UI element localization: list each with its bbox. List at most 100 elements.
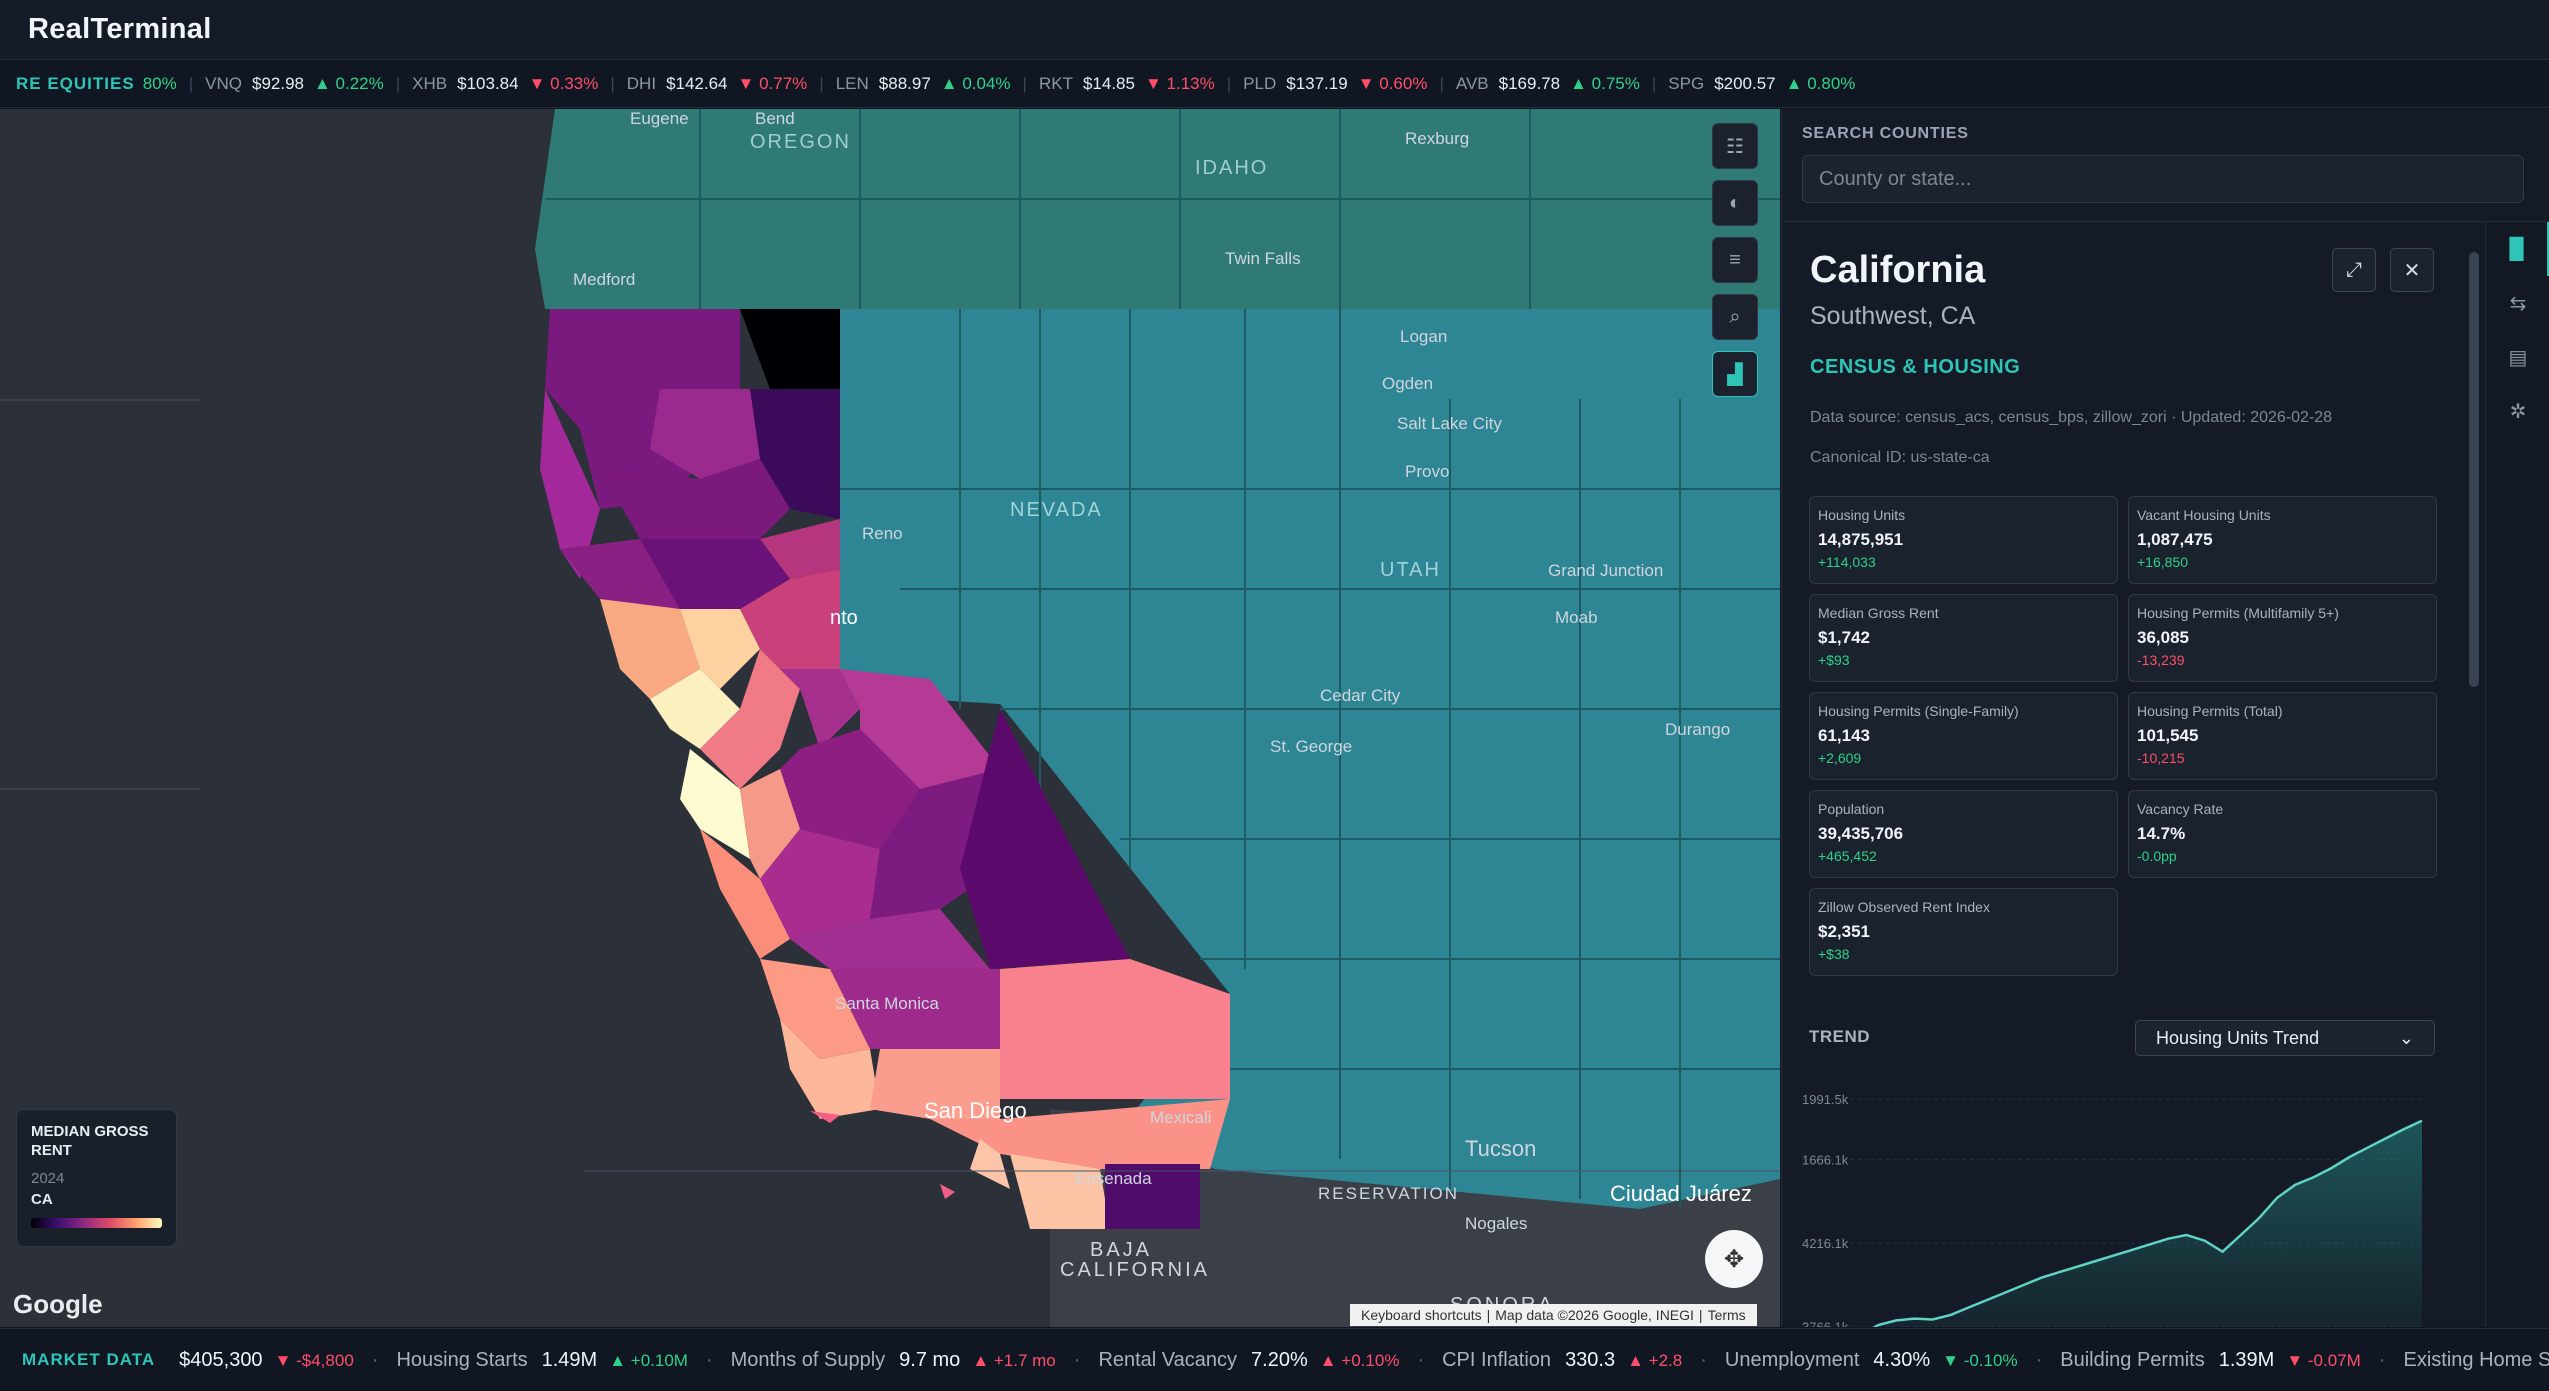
metric-value: 1,087,475	[2137, 530, 2213, 549]
section-title: CENSUS & HOUSING	[1810, 356, 2021, 378]
market-item[interactable]: Existing Home Sales4	[2403, 1349, 2549, 1372]
market-value: $405,300	[179, 1348, 263, 1371]
canonical-id: Canonical ID: us-state-ca	[1810, 449, 1990, 466]
metric-card[interactable]: Vacancy Rate 14.7% -0.0pp	[2128, 790, 2437, 878]
ticker-item[interactable]: SPG $200.57 ▲ 0.80%	[1668, 74, 1855, 93]
market-name: Months of Supply	[730, 1348, 886, 1371]
label-logan: Logan	[1400, 327, 1448, 346]
label-oregon: OREGON	[750, 131, 851, 153]
label-tucson: Tucson	[1465, 1136, 1537, 1161]
ticker-separator: |	[1022, 74, 1027, 93]
scrollbar-thumb[interactable]	[2469, 252, 2479, 687]
flame-icon[interactable]: ◐	[1712, 180, 1758, 226]
map-toolbar: ☷ ◐ ≡ ⌕ ▟	[1712, 123, 1758, 397]
market-item[interactable]: Housing Starts 1.49M ▲ +0.10M	[396, 1349, 688, 1372]
market-change: ▼ -0.07M	[2286, 1350, 2361, 1370]
ticker-change: ▲ 0.22%	[313, 74, 384, 93]
ticker-change: ▲ 0.04%	[940, 74, 1011, 93]
map-data-text: Map data ©2026 Google, INEGI	[1495, 1307, 1694, 1323]
market-item[interactable]: Rental Vacancy 7.20% ▲ +0.10%	[1098, 1349, 1399, 1372]
trend-select-value: Housing Units Trend	[2156, 1027, 2320, 1048]
metric-card[interactable]: Housing Permits (Multifamily 5+) 36,085 -1…	[2128, 594, 2437, 682]
ticker-change: ▼ 1.13%	[1144, 74, 1215, 93]
map-view[interactable]: Eugene Bend OREGON Medford IDAHO Rexburg…	[0, 109, 1780, 1327]
panel-scrollbar[interactable]	[2465, 222, 2483, 1327]
top-bar: RealTerminal	[0, 0, 2549, 60]
ticker-change: ▼ 0.60%	[1357, 74, 1428, 93]
metric-value: 101,545	[2137, 726, 2199, 745]
market-name: CPI Inflation	[1442, 1348, 1552, 1371]
metric-delta: -10,215	[2137, 750, 2185, 766]
search-input[interactable]	[1802, 155, 2524, 203]
metric-card[interactable]: Housing Units 14,875,951 +114,033	[1809, 496, 2118, 584]
market-name: Unemployment	[1724, 1348, 1860, 1371]
market-item[interactable]: Months of Supply 9.7 mo ▲ +1.7 mo	[731, 1349, 1056, 1372]
map-legend: MEDIAN GROSS RENT 2024 CA	[16, 1109, 177, 1247]
keyboard-shortcuts-link[interactable]: Keyboard shortcuts	[1361, 1307, 1482, 1323]
market-item[interactable]: CPI Inflation 330.3 ▲ +2.8	[1442, 1349, 1682, 1372]
ticker-item[interactable]: AVB $169.78 ▲ 0.75%	[1456, 74, 1640, 93]
ticker-price: $142.64	[666, 74, 728, 93]
market-change: ▲ +0.10M	[609, 1350, 688, 1370]
trend-label: TREND	[1809, 1027, 1871, 1046]
label-cedarcity: Cedar City	[1320, 686, 1401, 705]
market-change: ▲ +0.10%	[1319, 1350, 1400, 1370]
ticker-item[interactable]: VNQ $92.98 ▲ 0.22%	[205, 74, 384, 93]
metric-card[interactable]: Housing Permits (Single-Family) 61,143 +2,…	[1809, 692, 2118, 780]
market-data-bar: MARKET DATA $405,300 ▼ -$4,800 · Housing St…	[0, 1328, 2549, 1391]
metric-card[interactable]: Housing Permits (Total) 101,545 -10,215	[2128, 692, 2437, 780]
recenter-button[interactable]: ✥	[1705, 1230, 1763, 1288]
ticker-item[interactable]: DHI $142.64 ▼ 0.77%	[627, 74, 808, 93]
ticker-symbol: AVB	[1455, 74, 1489, 93]
ticker-item[interactable]: RKT $14.85 ▼ 1.13%	[1039, 74, 1215, 93]
ticker-symbol: LEN	[835, 74, 869, 93]
label-idaho: IDAHO	[1195, 157, 1269, 179]
list-icon[interactable]: ≡	[1712, 237, 1758, 283]
label-medford: Medford	[573, 270, 636, 289]
metric-card[interactable]: Median Gross Rent $1,742 +$93	[1809, 594, 2118, 682]
metric-card[interactable]: Vacant Housing Units 1,087,475 +16,850	[2128, 496, 2437, 584]
market-item[interactable]: Building Permits 1.39M ▼ -0.07M	[2060, 1349, 2361, 1372]
metric-card[interactable]: Population 39,435,706 +465,452	[1809, 790, 2118, 878]
ticker-separator: |	[395, 74, 401, 93]
metric-delta: +$93	[1818, 652, 1850, 668]
ticker-symbol: RKT	[1038, 74, 1073, 93]
side-rail: ▐▌ ⇆ ▤ ✲	[2485, 222, 2549, 1327]
ticker-price: $137.19	[1286, 74, 1348, 93]
map-canvas[interactable]	[0, 109, 1780, 1327]
region-detail: California Southwest, CA CENSUS & HOUSIN…	[1810, 249, 2450, 467]
chart-series-line	[1872, 1119, 2423, 1327]
search-icon[interactable]: ⌕	[1712, 294, 1758, 340]
ticker-item[interactable]: XHB $103.84 ▼ 0.33%	[412, 74, 598, 93]
expand-icon[interactable]: ⤢	[2332, 248, 2376, 292]
ticker-item[interactable]: PLD $137.19 ▼ 0.60%	[1243, 74, 1427, 93]
close-icon[interactable]: ✕	[2390, 248, 2434, 292]
label-stgeorge: St. George	[1270, 737, 1353, 756]
market-change: ▼ -$4,800	[274, 1350, 354, 1370]
metric-label: Housing Permits (Multifamily 5+)	[2137, 605, 2339, 621]
label-saltlake: Salt Lake City	[1397, 414, 1502, 433]
ticker-change: ▼ 0.33%	[528, 74, 599, 93]
metric-card[interactable]: Zillow Observed Rent Index $2,351 +$38	[1809, 888, 2118, 976]
terms-link[interactable]: Terms	[1707, 1307, 1746, 1323]
bar-chart-icon[interactable]: ▐▌	[2486, 222, 2549, 276]
trend-chart: 1991.5k 1666.1k 4216.1k 3766.1k	[1802, 1092, 2423, 1327]
metric-label: Population	[1818, 801, 1885, 817]
notes-icon[interactable]: ▤	[2508, 346, 2528, 369]
market-item[interactable]: $405,300 ▼ -$4,800	[179, 1349, 354, 1372]
market-item[interactable]: Unemployment 4.30% ▼ -0.10%	[1725, 1349, 2018, 1372]
metric-delta: +114,033	[1818, 554, 1876, 570]
compare-icon[interactable]: ⇆	[2509, 292, 2527, 315]
market-name: Housing Starts	[396, 1348, 528, 1371]
ticker-separator: |	[1226, 74, 1232, 93]
metric-label: Housing Permits (Single-Family)	[1818, 703, 2019, 719]
settings-icon[interactable]: ✲	[2509, 400, 2527, 423]
ticker-item[interactable]: LEN $88.97 ▲ 0.04%	[836, 74, 1011, 93]
label-baja: BAJA	[1090, 1239, 1153, 1261]
trend-select[interactable]: Housing Units Trend ⌄	[2135, 1020, 2435, 1056]
chart-icon[interactable]: ▟	[1712, 351, 1758, 397]
layers-icon[interactable]: ☷	[1712, 123, 1758, 169]
market-separator: ·	[1073, 1348, 1081, 1371]
ticker-price: $88.97	[878, 74, 931, 93]
metric-value: 14,875,951	[1818, 530, 1904, 549]
